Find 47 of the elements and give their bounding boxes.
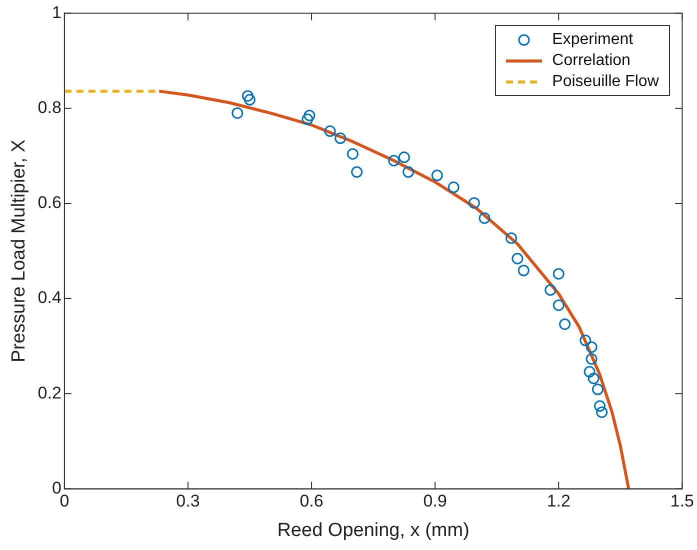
x-axis-title: Reed Opening, x (mm) (277, 520, 470, 541)
point (506, 232, 518, 244)
point (468, 197, 480, 209)
point (448, 182, 460, 194)
point (594, 400, 606, 412)
point (512, 252, 524, 264)
point (586, 353, 598, 365)
legend-label: Experiment (552, 30, 634, 49)
point (304, 110, 316, 122)
point (552, 268, 564, 280)
point (334, 132, 346, 144)
legend-label: Poiseuille Flow (552, 72, 659, 91)
x-tick-label: 1.5 (670, 492, 694, 511)
point (584, 366, 596, 378)
y-tick-label: 0.8 (38, 98, 62, 118)
x-tick-label: 0.6 (300, 492, 324, 511)
y-tick-label: 0 (52, 478, 62, 498)
y-tick-label: 0.2 (38, 383, 62, 402)
point (588, 372, 600, 384)
x-tick-label: 0.3 (176, 492, 200, 511)
point (431, 170, 443, 182)
point (592, 384, 604, 396)
point (552, 299, 564, 311)
y-tick-label: 0.6 (38, 193, 62, 212)
point (559, 318, 571, 330)
point (232, 107, 244, 119)
point (402, 166, 414, 178)
point (388, 154, 400, 166)
y-tick-label: 0.4 (38, 288, 62, 308)
point (398, 152, 410, 164)
point (244, 94, 256, 106)
point (324, 125, 336, 137)
point (302, 114, 314, 126)
point (518, 264, 530, 276)
point (346, 148, 358, 160)
point (351, 166, 363, 178)
point (580, 334, 592, 346)
legend-label: Correlation (552, 52, 630, 70)
point (586, 341, 598, 353)
point (478, 212, 490, 224)
x-tick-label: 0.9 (423, 492, 447, 511)
point (544, 284, 556, 296)
point (242, 90, 254, 102)
x-tick-label: 1.2 (546, 492, 570, 511)
point (596, 406, 608, 418)
y-tick-label: 1 (52, 2, 62, 22)
y-axis-title: Pressure Load Multipier, X (8, 139, 30, 362)
